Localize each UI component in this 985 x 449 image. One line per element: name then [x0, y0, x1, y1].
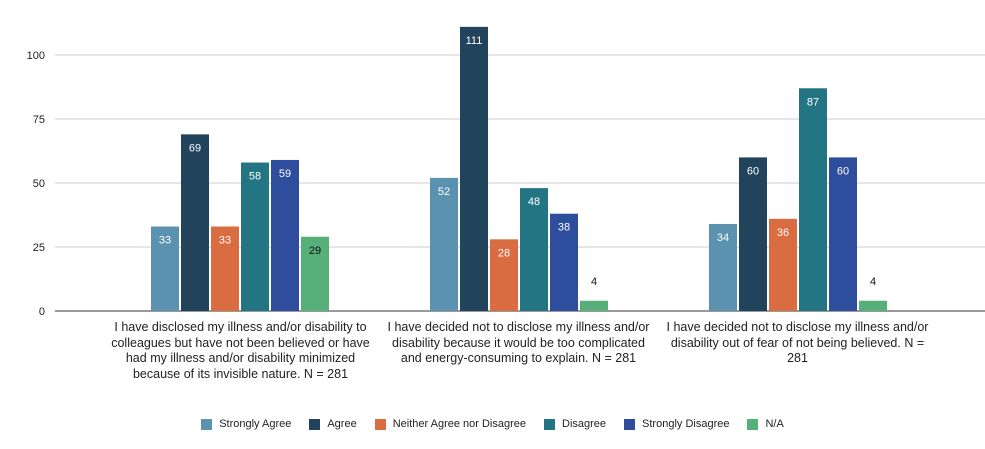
bar [151, 226, 179, 311]
bar [211, 226, 239, 311]
y-tick-label: 25 [33, 242, 45, 254]
bar [739, 157, 767, 311]
data-label: 29 [309, 245, 321, 257]
legend-swatch [309, 418, 321, 430]
data-label: 52 [438, 186, 450, 198]
legend-swatch [747, 418, 759, 430]
x-tick-label: I have decided not to disclose my illnes… [666, 320, 929, 365]
legend: Strongly Agree Agree Neither Agree nor Dis… [0, 418, 985, 430]
data-label: 33 [159, 235, 171, 247]
x-tick-label: I have decided not to disclose my illnes… [387, 320, 650, 365]
data-label: 34 [717, 232, 729, 244]
bar [580, 300, 608, 311]
legend-label: Strongly Agree [219, 418, 292, 430]
bar [829, 157, 857, 311]
legend-label: Disagree [562, 418, 607, 430]
bar [769, 218, 797, 311]
data-label: 59 [279, 168, 291, 180]
legend-label: Neither Agree nor Disagree [392, 418, 526, 430]
data-label: 38 [558, 222, 570, 234]
data-label: 36 [777, 227, 789, 239]
legend-item: N/A [747, 418, 784, 430]
legend-item: Strongly Agree [201, 418, 291, 430]
bar [430, 177, 458, 311]
data-label: 4 [870, 276, 876, 288]
data-label: 111 [466, 35, 483, 47]
y-tick-label: 100 [27, 50, 45, 62]
bar [181, 134, 209, 311]
data-label: 28 [498, 247, 510, 259]
bar [490, 239, 518, 311]
legend-label: Agree [327, 418, 357, 430]
bar [520, 188, 548, 311]
legend-swatch [544, 418, 555, 430]
legend-label: N/A [765, 418, 784, 430]
y-tick-label: 50 [33, 178, 45, 190]
bar [241, 162, 269, 311]
bar [859, 300, 887, 311]
bar [550, 213, 578, 311]
legend-swatch [374, 418, 386, 430]
legend-swatch [201, 418, 213, 430]
bar [271, 159, 299, 311]
legend-swatch [624, 418, 636, 430]
data-label: 69 [189, 142, 201, 154]
data-label: 87 [807, 96, 819, 108]
y-tick-label: 75 [33, 114, 45, 126]
bar [460, 26, 488, 312]
bar [799, 88, 827, 311]
bar [709, 223, 737, 311]
data-label: 48 [528, 196, 540, 208]
x-tick-label: I have disclosed my illness and/or disab… [111, 320, 370, 381]
data-label: 58 [249, 171, 261, 183]
y-tick-label: 0 [39, 306, 45, 318]
legend-item: Disagree [544, 418, 606, 430]
legend-label: Strongly Disagree [642, 418, 730, 430]
legend-item: Neither Agree nor Disagree [374, 418, 526, 430]
data-label: 60 [837, 165, 849, 177]
legend-item: Strongly Disagree [624, 418, 729, 430]
data-label: 33 [219, 235, 231, 247]
data-label: 4 [591, 276, 597, 288]
data-label: 60 [747, 165, 759, 177]
legend-item: Agree [309, 418, 357, 430]
bar [301, 236, 329, 311]
